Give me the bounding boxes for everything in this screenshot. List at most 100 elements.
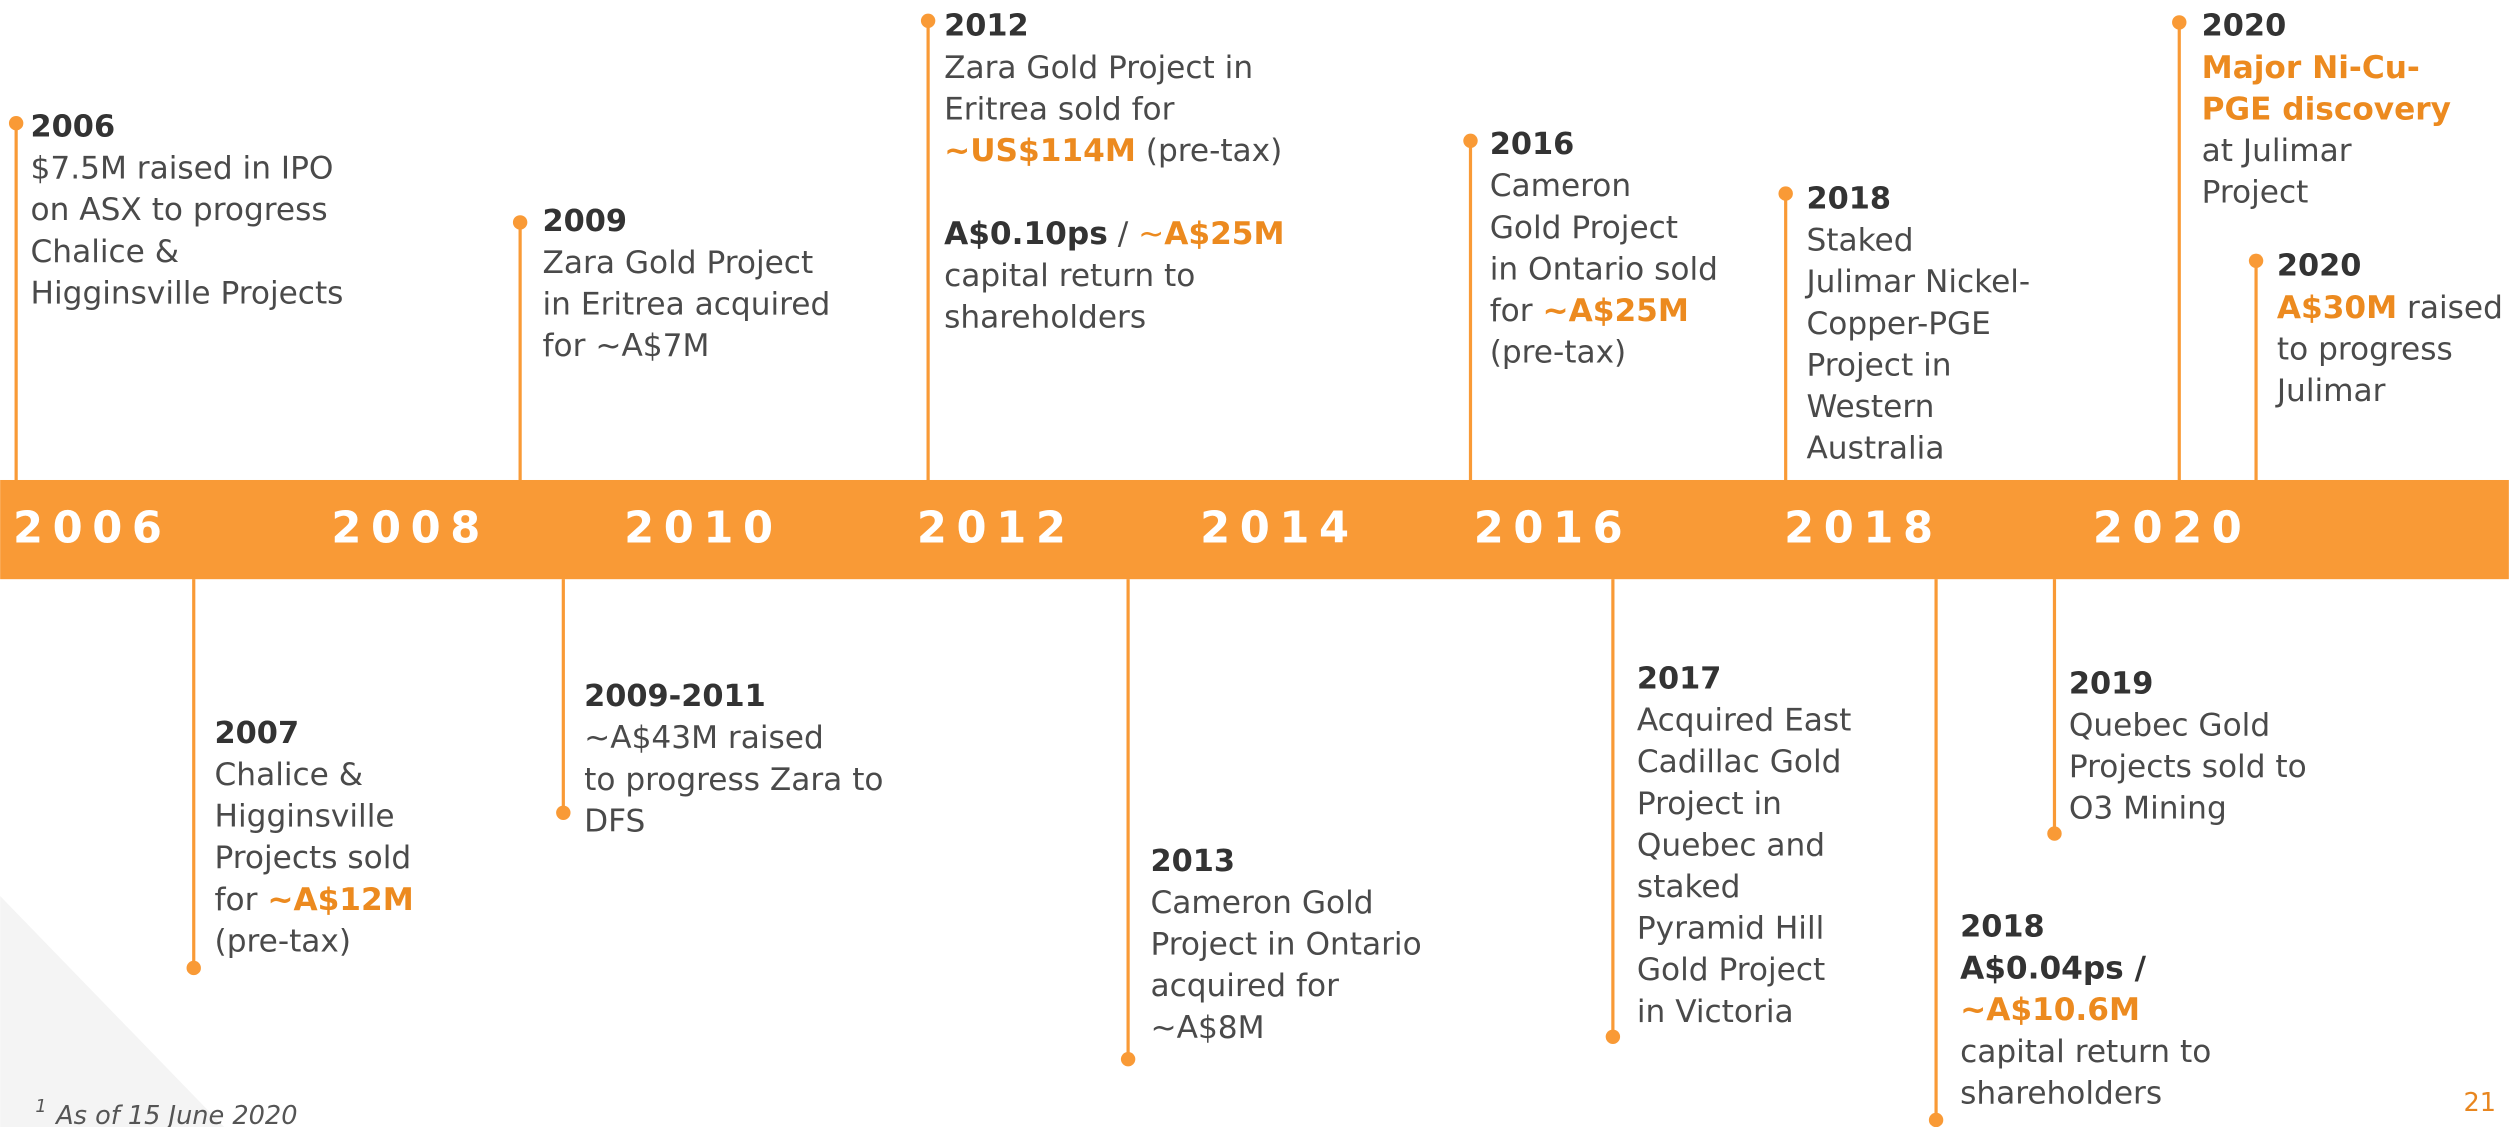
event-text: Julimar [2275,373,2386,409]
event-year: 2019 [2069,666,2154,701]
event-year: 2018 [1806,181,1891,216]
event-text: Australia [1806,431,1944,467]
event-year: 2020 [2277,249,2362,284]
event-text: acquired for [1151,968,1340,1004]
event-year: 2020 [2202,9,2287,44]
axis-year: 2010 [624,504,783,554]
event-text: O3 Mining [2069,791,2227,827]
event-text: to progress Zara to [584,762,883,798]
event-text: ~A$10.6M [1960,992,2140,1028]
axis-year: 2008 [331,504,490,554]
event-text: Cadillac Gold [1637,744,1842,780]
event-text: Projects sold [215,840,412,876]
axis-year: 2016 [1474,504,1633,554]
dot [1463,133,1478,148]
dot [1778,186,1793,201]
event-text: Copper-PGE [1806,306,1990,342]
text-run: A$25M [1164,216,1284,252]
dot [8,115,24,131]
event-year: 2017 [1637,661,1722,696]
event-text: to progress [2277,331,2453,367]
event-text: Projects sold to [2069,749,2307,785]
event-text: Chalice & [215,757,364,793]
text-run: (pre-tax) [1136,133,1282,169]
event-text: (pre-tax) [215,923,352,959]
event-text: ~A$8M [1151,1010,1265,1046]
axis-year: 2012 [917,504,1076,554]
event-text: $7.5M raised in IPO [31,151,334,187]
event-text: at Julimar [2202,133,2352,169]
timeline-band [0,479,2509,580]
text-run: ~US$114M [944,133,1136,169]
event-text: A$0.10ps / ~A$25M [944,216,1284,252]
dot [1605,1029,1621,1044]
text-run: ~ [1138,216,1164,252]
text-run: ~A$12M [267,882,413,918]
event-text: for ~A$25M [1490,293,1689,329]
axis-year: 2020 [2093,504,2252,554]
event-text: Zara Gold Project in [944,50,1253,86]
text-run: A$30M [2277,290,2397,326]
footnote-marker: 1 [35,1097,46,1117]
text-run: for [215,882,268,918]
event-text: Pyramid Hill [1637,911,1824,947]
event-text: Julimar Nickel- [1804,264,2030,300]
event-text: in Victoria [1637,994,1794,1030]
text-run: ~A$10.6M [1960,992,2140,1028]
event-text: ~A$43M raised [584,720,824,756]
event-text: A$30M raised [2277,290,2503,326]
dot [2047,826,2062,841]
event-text: Western [1806,389,1934,425]
text-run: / [1108,216,1138,252]
event-year: 2006 [31,109,116,144]
dot [512,215,528,230]
event-text: Cameron Gold [1151,885,1374,921]
event-text: Gold Project [1490,210,1678,246]
text-run: A$0.04ps / [1960,951,2147,987]
dot [1928,1112,1944,1127]
event-text: capital return to [944,258,1195,294]
event-text: Acquired East [1637,703,1851,739]
text-run: Major Ni-Cu- [2202,50,2420,86]
event-text: shareholders [944,299,1146,335]
event-text: Cameron [1490,168,1631,204]
event-text: capital return to [1960,1034,2211,1070]
axis-year: 2018 [1784,504,1943,554]
event-text: Project in Ontario [1151,927,1422,963]
event-text: (pre-tax) [1490,335,1627,371]
text-run: ~A$25M [1542,293,1688,329]
event-text: A$0.04ps / [1960,951,2147,987]
event-year: 2018 [1960,909,2045,944]
event-text: Chalice & [31,234,180,270]
dot [2172,15,2187,30]
event-year: 2009-2011 [584,679,766,714]
event-text: on ASX to progress [31,192,328,228]
event-text: DFS [584,803,645,839]
axis-year: 2006 [13,504,172,554]
event-year: 2013 [1151,844,1236,879]
text-run: PGE discovery [2202,91,2451,127]
text-run: A$0.10ps [944,216,1108,252]
event-text: Staked [1806,223,1913,259]
background-shape [0,895,225,1127]
event-text: Project in [1806,347,1951,383]
text-run: raised [2397,290,2503,326]
event-text: Quebec Gold [2069,707,2270,743]
event-text: Project in [1637,786,1782,822]
dot [920,13,936,28]
event-year: 2016 [1490,127,1575,162]
dot [2248,253,2264,268]
event-text: in Ontario sold [1490,251,1718,287]
event-text: Higginsville Projects [31,275,344,311]
dot [186,960,201,976]
page-number: 21 [2463,1088,2496,1118]
event-text: Eritrea sold for [944,91,1175,127]
event-text: Gold Project [1637,952,1825,988]
event-text: PGE discovery [2202,91,2451,127]
event-text: Major Ni-Cu- [2202,50,2420,86]
footnote: As of 15 June 2020 [54,1101,297,1127]
event-year: 2009 [543,204,628,239]
text-run: for [1490,293,1543,329]
event-text: shareholders [1960,1075,2162,1111]
